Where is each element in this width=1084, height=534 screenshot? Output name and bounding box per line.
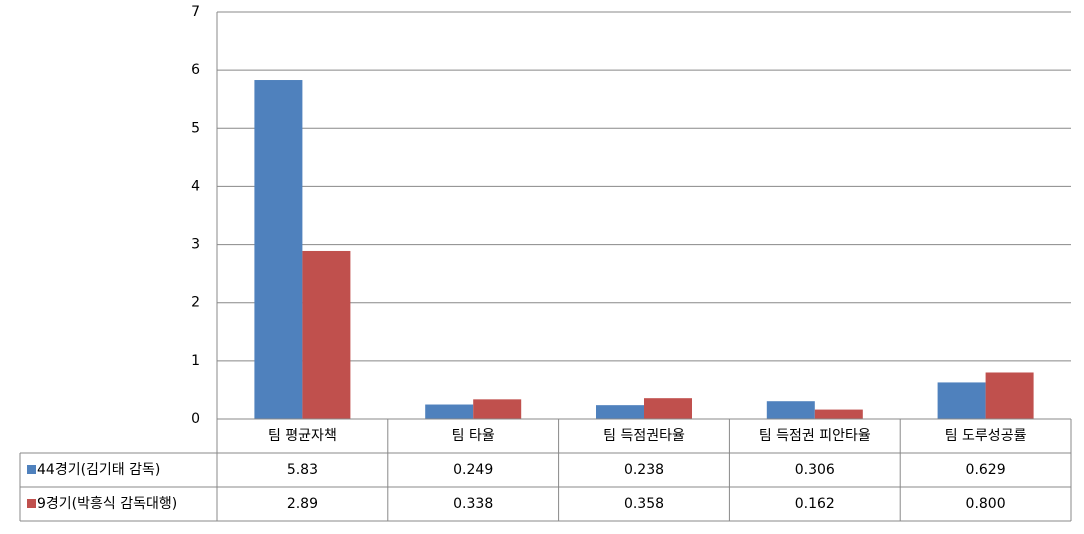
x-tick-label: 팀 도루성공률	[945, 428, 1027, 444]
bar	[814, 409, 863, 419]
bar	[302, 250, 351, 419]
legend-label: 44경기(김기태 감독)	[37, 462, 160, 478]
bar	[254, 80, 303, 419]
value-label: 0.238	[624, 462, 664, 478]
x-tick-label: 팀 득점권 피안타율	[759, 428, 871, 444]
bar	[937, 382, 986, 419]
y-tick-label: 1	[191, 353, 200, 369]
value-label: 0.629	[966, 462, 1006, 478]
legend-key	[27, 465, 36, 474]
legend-label: 9경기(박흥식 감독대행)	[37, 496, 177, 512]
legend-key	[27, 499, 36, 508]
value-label: 2.89	[287, 496, 318, 512]
y-tick-label: 5	[191, 120, 200, 136]
value-label: 0.249	[453, 462, 493, 478]
y-tick-label: 2	[191, 295, 200, 311]
bar	[766, 401, 815, 419]
x-tick-label: 팀 평균자책	[268, 428, 337, 444]
value-label: 0.338	[453, 496, 493, 512]
value-label: 0.358	[624, 496, 664, 512]
bar	[473, 399, 522, 419]
y-tick-label: 4	[191, 178, 200, 194]
bar	[644, 398, 692, 419]
bar	[985, 372, 1034, 419]
y-tick-label: 0	[191, 411, 200, 427]
bar	[425, 404, 474, 419]
y-tick-label: 3	[191, 237, 200, 253]
value-label: 0.306	[795, 462, 835, 478]
y-tick-label: 6	[191, 62, 200, 78]
y-tick-label: 7	[191, 4, 200, 20]
x-tick-label: 팀 타율	[452, 428, 495, 444]
bar	[596, 405, 644, 419]
value-label: 0.800	[966, 496, 1006, 512]
value-label: 5.83	[287, 462, 318, 478]
value-label: 0.162	[795, 496, 835, 512]
x-tick-label: 팀 득점권타율	[603, 428, 685, 444]
